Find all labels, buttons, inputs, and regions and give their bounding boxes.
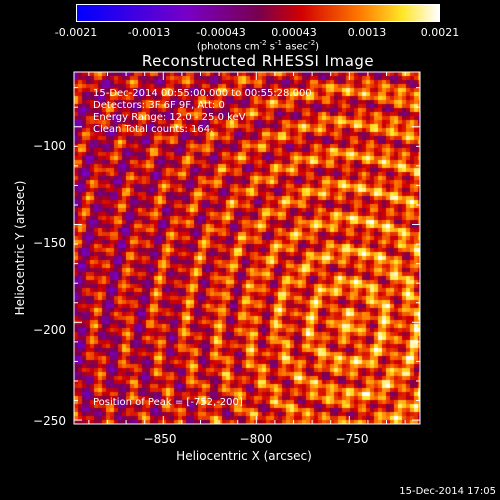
colorbar-tick: -0.0021 bbox=[54, 26, 98, 39]
colorbar-tick: -0.0013 bbox=[127, 26, 171, 39]
plot-frame bbox=[73, 71, 421, 425]
heatmap-image bbox=[74, 72, 420, 424]
colorbar-tick: -0.00043 bbox=[196, 26, 246, 39]
colorbar-gradient bbox=[76, 4, 440, 22]
timestamp: 15-Dec-2014 17:05 bbox=[399, 486, 496, 497]
y-tick-label: −150 bbox=[33, 236, 66, 250]
info-energy-range: Energy Range: 12.0 - 25.0 keV bbox=[93, 112, 246, 123]
x-tick-label: −850 bbox=[143, 432, 177, 446]
chart-title: Reconstructed RHESSI Image bbox=[141, 52, 375, 70]
x-axis-label: Heliocentric X (arcsec) bbox=[176, 449, 312, 463]
info-time-range: 15-Dec-2014 00:55:00.000 to 00:55:28.000 bbox=[93, 88, 312, 99]
colorbar bbox=[76, 4, 440, 22]
colorbar-unit: (photons cm-2 s-1 asec-2) bbox=[196, 39, 320, 53]
y-tick-label: −250 bbox=[33, 414, 66, 428]
y-tick-label: −200 bbox=[33, 323, 66, 337]
colorbar-tick: 0.0021 bbox=[420, 26, 460, 39]
colorbar-tick: 0.0013 bbox=[347, 26, 387, 39]
info-detectors: Detectors: 3F 6F 9F, Att: 0 bbox=[93, 100, 225, 111]
colorbar-tick: 0.00043 bbox=[271, 26, 317, 39]
y-axis-label: Heliocentric Y (arcsec) bbox=[13, 180, 27, 316]
peak-position: Position of Peak = [-752,-200] bbox=[93, 397, 243, 408]
info-counts: Clean Total counts: 164. bbox=[93, 124, 214, 135]
x-tick-label: −800 bbox=[239, 432, 273, 446]
x-tick-label: −750 bbox=[335, 432, 369, 446]
y-tick-label: −100 bbox=[33, 139, 66, 153]
